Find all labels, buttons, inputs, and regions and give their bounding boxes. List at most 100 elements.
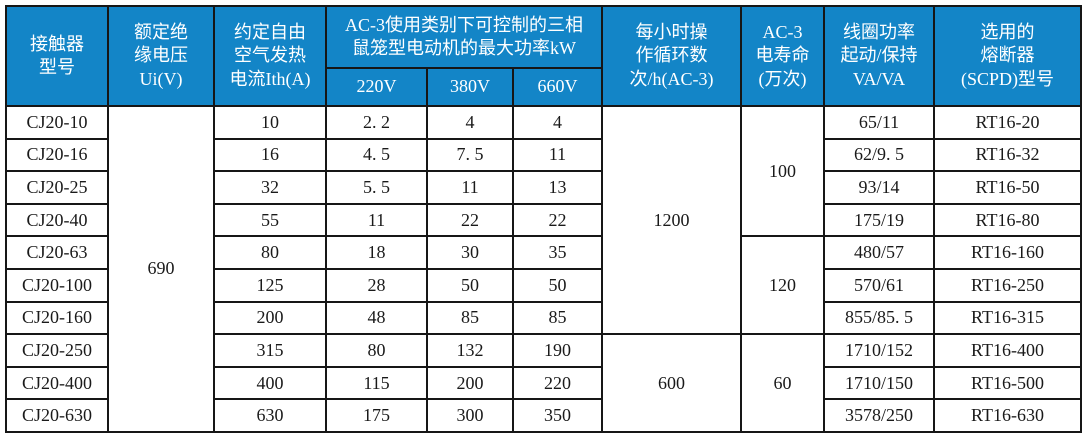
cell-power-220v: 4. 5 <box>325 137 428 173</box>
cell-power-660v: 4 <box>512 105 603 140</box>
cell-thermal-current: 630 <box>213 398 327 433</box>
cell-fuse: RT16-20 <box>933 105 1082 140</box>
cell-power-380v: 300 <box>426 398 514 433</box>
cell-coil-power: 93/14 <box>823 170 935 205</box>
cell-thermal-current: 55 <box>213 202 327 238</box>
table-row: CJ20-250 315 80 132 190 600 60 1710/152 … <box>5 333 1082 433</box>
cell-coil-power: 1710/150 <box>823 365 935 401</box>
table-row: CJ20-25 32 5. 5 11 13 93/14 RT16-50 <box>5 170 1082 205</box>
table-row: CJ20-10 690 10 2. 2 4 4 1200 100 65/11 R… <box>5 104 1082 433</box>
cell-power-660v: 220 <box>512 365 603 401</box>
cell-coil-power: 175/19 <box>823 202 935 238</box>
header-rated-insulation-voltage: 额定绝 缘电压 Ui(V) <box>107 5 215 107</box>
cell-electrical-life: 100 <box>740 104 825 238</box>
cell-fuse: RT16-400 <box>933 333 1082 368</box>
cell-fuse: RT16-500 <box>933 365 1082 401</box>
cell-power-660v: 85 <box>512 300 603 336</box>
cell-fuse: RT16-32 <box>933 137 1082 173</box>
table-row: CJ20-400 400 115 200 220 1710/150 RT16-5… <box>5 365 1082 401</box>
table-row: CJ20-160 200 48 85 85 855/85. 5 RT16-315 <box>5 300 1082 336</box>
cell-power-660v: 11 <box>512 137 603 173</box>
cell-power-220v: 80 <box>325 333 428 368</box>
cell-thermal-current: 315 <box>213 333 327 368</box>
cell-coil-power: 480/57 <box>823 235 935 270</box>
cell-model: CJ20-40 <box>5 202 109 238</box>
cell-model: CJ20-630 <box>5 398 109 433</box>
cell-thermal-current: 16 <box>213 137 327 173</box>
cell-power-380v: 30 <box>426 235 514 270</box>
cell-fuse: RT16-80 <box>933 202 1082 238</box>
cell-coil-power: 570/61 <box>823 267 935 303</box>
cell-power-380v: 7. 5 <box>426 137 514 173</box>
table-row: CJ20-16 16 4. 5 7. 5 11 62/9. 5 RT16-32 <box>5 137 1082 173</box>
header-660v: 660V <box>512 67 603 107</box>
cell-power-660v: 35 <box>512 235 603 270</box>
cell-cycles-per-hour: 1200 <box>601 104 742 336</box>
header-coil-power: 线圈功率 起动/保持 VA/VA <box>823 5 935 107</box>
cell-power-660v: 350 <box>512 398 603 433</box>
cell-coil-power: 855/85. 5 <box>823 300 935 336</box>
cell-power-380v: 85 <box>426 300 514 336</box>
cell-power-380v: 200 <box>426 365 514 401</box>
table-row: CJ20-40 55 11 22 22 175/19 RT16-80 <box>5 202 1082 238</box>
cell-electrical-life: 60 <box>740 333 825 433</box>
header-cycles-per-hour: 每小时操 作循环数 次/h(AC-3) <box>601 5 742 107</box>
header-220v: 220V <box>325 67 428 107</box>
cell-model: CJ20-160 <box>5 300 109 336</box>
cell-power-220v: 28 <box>325 267 428 303</box>
table-row: CJ20-630 630 175 300 350 3578/250 RT16-6… <box>5 398 1082 433</box>
cell-power-660v: 190 <box>512 333 603 368</box>
cell-model: CJ20-400 <box>5 365 109 401</box>
cell-power-220v: 2. 2 <box>325 105 428 140</box>
cell-power-380v: 11 <box>426 170 514 205</box>
header-380v: 380V <box>426 67 514 107</box>
cell-power-220v: 175 <box>325 398 428 433</box>
header-fuse: 选用的 熔断器 (SCPD)型号 <box>933 5 1082 107</box>
header-model: 接触器 型号 <box>5 5 109 107</box>
cell-rated-insulation-voltage: 690 <box>107 105 215 433</box>
cell-coil-power: 1710/152 <box>823 333 935 368</box>
cell-power-220v: 48 <box>325 300 428 336</box>
cell-fuse: RT16-250 <box>933 267 1082 303</box>
cell-thermal-current: 80 <box>213 235 327 270</box>
header-row-2: 220V 380V 660V <box>6 67 1081 107</box>
cell-model: CJ20-250 <box>5 333 109 368</box>
table-row: CJ20-100 125 28 50 50 570/61 RT16-250 <box>5 267 1082 303</box>
header-thermal-current: 约定自由 空气发热 电流Ith(A) <box>213 5 327 107</box>
cell-model: CJ20-63 <box>5 235 109 270</box>
cell-power-380v: 50 <box>426 267 514 303</box>
cell-power-660v: 13 <box>512 170 603 205</box>
cell-power-380v: 4 <box>426 105 514 140</box>
cell-coil-power: 65/11 <box>823 105 935 140</box>
cell-coil-power: 3578/250 <box>823 398 935 433</box>
header-electrical-life: AC-3 电寿命 (万次) <box>740 5 825 107</box>
cell-fuse: RT16-50 <box>933 170 1082 205</box>
header-max-power-group: AC-3使用类别下可控制的三相 鼠笼型电动机的最大功率kW <box>325 5 603 69</box>
cell-power-220v: 11 <box>325 202 428 238</box>
cell-thermal-current: 10 <box>213 105 327 140</box>
table-row: CJ20-63 80 18 30 35 120 480/57 RT16-160 <box>5 235 1082 336</box>
cell-power-660v: 22 <box>512 202 603 238</box>
cell-power-660v: 50 <box>512 267 603 303</box>
cell-model: CJ20-16 <box>5 137 109 173</box>
cell-fuse: RT16-315 <box>933 300 1082 336</box>
cell-electrical-life: 120 <box>740 235 825 336</box>
cell-power-220v: 18 <box>325 235 428 270</box>
cell-power-220v: 5. 5 <box>325 170 428 205</box>
cell-thermal-current: 200 <box>213 300 327 336</box>
cell-power-220v: 115 <box>325 365 428 401</box>
cell-cycles-per-hour: 600 <box>601 333 742 433</box>
cell-thermal-current: 400 <box>213 365 327 401</box>
contactor-spec-table: 接触器 型号 额定绝 缘电压 Ui(V) 约定自由 空气发热 电流Ith(A) … <box>5 5 1082 433</box>
cell-fuse: RT16-630 <box>933 398 1082 433</box>
cell-model: CJ20-10 <box>5 105 109 140</box>
cell-fuse: RT16-160 <box>933 235 1082 270</box>
cell-model: CJ20-100 <box>5 267 109 303</box>
cell-power-380v: 132 <box>426 333 514 368</box>
cell-model: CJ20-25 <box>5 170 109 205</box>
cell-coil-power: 62/9. 5 <box>823 137 935 173</box>
header-row-1: 接触器 型号 额定绝 缘电压 Ui(V) 约定自由 空气发热 电流Ith(A) … <box>5 5 1082 107</box>
cell-thermal-current: 32 <box>213 170 327 205</box>
cell-thermal-current: 125 <box>213 267 327 303</box>
